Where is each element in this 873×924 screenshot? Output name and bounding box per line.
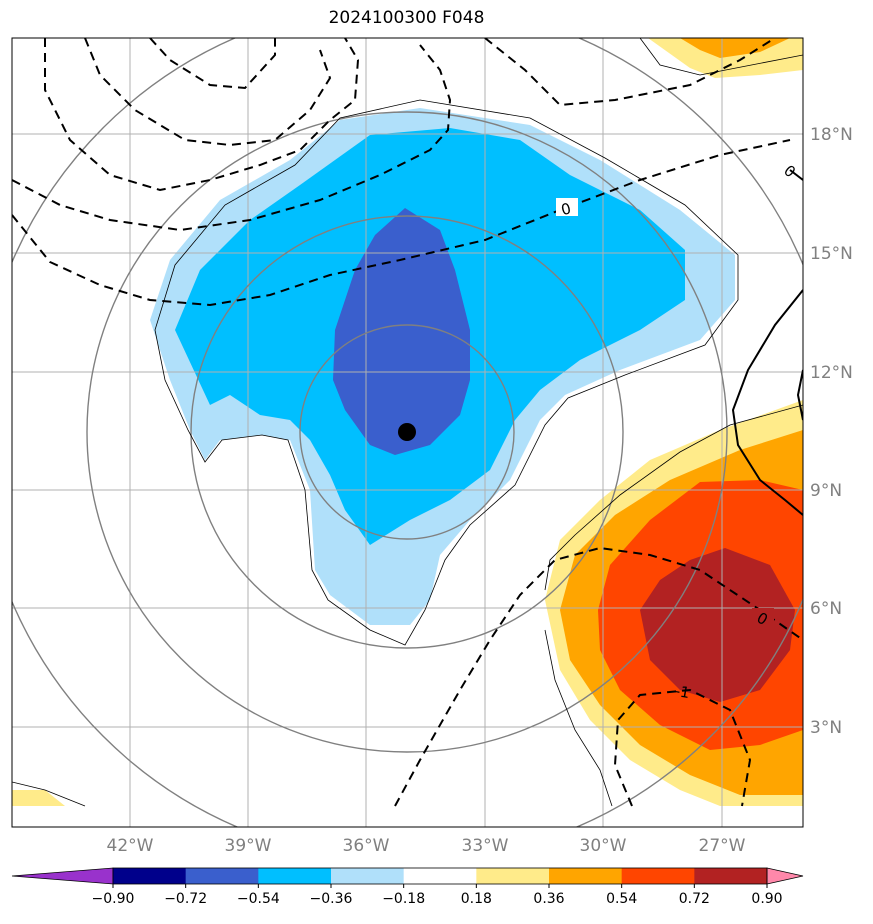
solid-contours: [731, 169, 803, 516]
contour-label-minus1: -1: [673, 682, 691, 702]
colorbar: −0.90 −0.72 −0.54 −0.36 −0.18 0.18 0.36 0.54 0.7…: [11, 867, 804, 907]
lat-label-18n: 18°N: [810, 125, 853, 145]
lat-labels: 18°N 15°N 12°N 9°N 6°N 3°N: [810, 125, 853, 738]
fill-firebrick: [640, 548, 795, 702]
lon-labels: 42°W 39°W 36°W 33°W 30°W 27°W: [107, 836, 746, 856]
colorbar-segment: [258, 868, 332, 884]
thin-contours: [12, 38, 803, 807]
lon-label-42w: 42°W: [107, 836, 154, 856]
lat-label-6n: 6°N: [810, 599, 842, 619]
colorbar-segment: [113, 868, 187, 884]
colorbar-tick-label: 0.36: [533, 891, 564, 907]
lon-label-33w: 33°W: [462, 836, 509, 856]
plot-frame: [11, 37, 804, 828]
colorbar-tick-label: −0.72: [164, 891, 207, 907]
lat-label-12n: 12°N: [810, 363, 853, 383]
colorbar-tick-label: −0.54: [237, 891, 280, 907]
fill-orange-top: [680, 38, 790, 58]
lon-label-30w: 30°W: [580, 836, 627, 856]
lon-label-39w: 39°W: [225, 836, 272, 856]
dashed-contours: [12, 38, 803, 807]
colorbar-extend-low: [11, 867, 114, 885]
fill-royal-blue: [333, 208, 470, 455]
colorbar-segment: [476, 868, 550, 884]
map-title: 2024100300 F048: [328, 8, 485, 28]
colorbar-segment: [403, 868, 477, 884]
colorbar-tick-label: 0.54: [606, 891, 637, 907]
contour-label-0-north: 0: [559, 199, 573, 219]
colorbar-segment: [621, 868, 695, 884]
colorbar-tick-label: −0.36: [310, 891, 353, 907]
colorbar-tick-label: 0.18: [461, 891, 492, 907]
colorbar-segment: [185, 868, 259, 884]
colorbar-segment: [549, 868, 623, 884]
storm-center-marker: [398, 423, 416, 441]
plot-area: 0 0 -1 0: [12, 38, 803, 827]
colorbar-tick-label: −0.18: [382, 891, 425, 907]
fill-yellow-bottom-left: [12, 790, 65, 806]
range-rings: [12, 38, 803, 827]
lon-label-27w: 27°W: [699, 836, 746, 856]
colorbar-segment: [331, 868, 405, 884]
colorbar-segment: [694, 868, 768, 884]
colorbar-extend-high: [766, 867, 804, 885]
lat-label-9n: 9°N: [810, 481, 842, 501]
lat-label-3n: 3°N: [810, 718, 842, 738]
contour-label-0-edge: 0: [780, 161, 799, 181]
colorbar-frame: [112, 867, 768, 885]
colorbar-tick-label: 0.90: [751, 891, 782, 907]
lon-label-36w: 36°W: [343, 836, 390, 856]
colorbar-tick-label: 0.72: [679, 891, 710, 907]
lat-label-15n: 15°N: [810, 244, 853, 264]
colorbar-tick-label: −0.90: [92, 891, 135, 907]
